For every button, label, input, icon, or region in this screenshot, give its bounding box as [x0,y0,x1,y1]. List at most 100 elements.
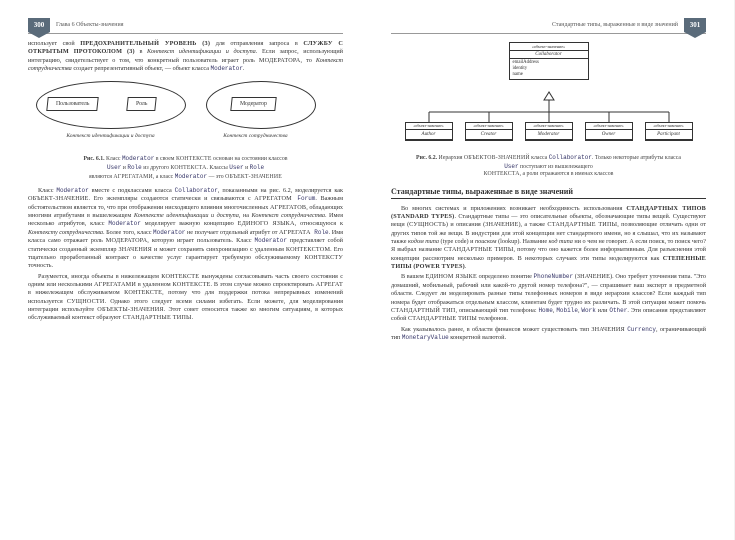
t: Иерархия [437,155,464,161]
left-para1: использует свой ПРЕДОХРАНИТЕЛЬНЫЙ УРОВЕН… [28,40,343,73]
t: Other [609,307,627,314]
t: «объект-значение» [466,123,512,130]
t: ЗНАЧЕНИЯ [118,246,152,253]
t: точность. [28,262,53,269]
t: МОДЕРАТОРА [259,57,301,64]
t: Currency [627,326,656,333]
t: ПРЕДОХРАНИТЕЛЬНЫЙ УРОВЕНЬ (3) [80,40,210,47]
t: «объект-значение» [406,123,452,130]
t: в нижележащем обслуживаемом [28,289,124,296]
right-para1: Во многих системах и приложениях возника… [391,205,706,272]
section-title: Стандартные типы, выраженные в виде знач… [391,187,706,199]
t: Рис. 6.2. [416,155,437,161]
t: , которую играет пользователь. Класс [147,237,254,244]
t: АГРЕГАТА [279,229,311,236]
t: ) и описания ( [446,221,485,228]
t: не получает отдельный атрибут от [185,229,279,236]
t: СТАНДАРТНЫЕ ТИПЫ [408,315,477,322]
t: КОНТЕКСТЕ [124,289,162,296]
t: основан на состоянии классов [212,156,288,162]
t: Рис. 6.1. [84,156,105,162]
t: Moderator [122,155,154,162]
fig61-box-role: Роль [126,97,157,111]
t: В вашем [401,273,425,280]
t: Пользователь [56,101,89,107]
t: СТАНДАРТНЫЙ ТИП [391,307,455,314]
right-page: 301 Стандартные типы, выраженные в виде … [367,0,734,540]
t: КОНТЕКСТОМ [286,246,330,253]
t: АГРЕГАТАМИ [94,281,136,288]
t: «объект-значение» [646,123,692,130]
t: (lookup). Название [497,238,549,245]
t: КОНТЕКСТЕ [176,156,212,162]
t: ЕДИНОГО ЯЗЫКА [238,220,295,227]
t: Контекст сотрудничества [252,212,325,219]
t: КОНТЕКСТА [484,171,520,177]
left-header-text: Глава 6 Объекты-значения [50,22,129,28]
t: телефонов. [477,315,508,322]
t: Role [311,229,329,236]
t: Во многих системах и приложениях возника… [401,205,626,212]
t: или [596,307,610,314]
t: ), а также [518,221,547,228]
t: . [465,263,467,270]
t: User [107,164,121,171]
t: АГРЕГАТ [316,281,343,288]
fig62-caption: Рис. 6.2. Иерархия ОБЪЕКТОВ-ЗНАЧЕНИЙ кла… [391,154,706,179]
fig62-attrs: emailAddress identity name [510,59,588,79]
left-header: 300 Глава 6 Объекты-значения [28,18,343,34]
t: name [513,72,585,78]
t: КОНТЕКСТА [170,165,206,171]
t: Moderator [108,220,140,227]
fig62-child-3: «объект-значение» Owner [585,122,633,141]
page-num-left: 300 [28,18,50,32]
page-spread: 300 Глава 6 Объекты-значения использует … [0,0,735,540]
t: Work [581,307,595,314]
t: моделирует важную концепцию [141,220,238,227]
t: MonetaryValue [402,334,449,341]
t: СТАНДАРТНЫЕ ТИПЫ [444,246,514,253]
t: для отправления запроса в [210,40,303,47]
right-header-text: Стандартные типы, выраженные в виде знач… [546,22,684,28]
t: создает репрезентативный объект, — объек… [72,65,211,72]
t: СТАНДАРТНЫЕ ТИПЫ [547,221,617,228]
fig62-child-4: «объект-значение» Participant [645,122,693,141]
left-para2: Класс Moderator вместе с подклассами кла… [28,187,343,271]
t: Forum [292,195,316,202]
t: в своем [154,156,176,162]
t: User [504,163,518,170]
t: ОБЪЕКТ-ЗНАЧЕНИЕ [225,174,282,180]
t: ЗНАЧЕНИЕ [577,273,610,280]
t: класса [530,155,549,161]
t: , на [239,212,252,219]
t: Moderator [255,237,287,244]
t: являются [89,174,113,180]
t: определено понятие [477,273,534,280]
t: , а роли отражаются в именах классов [520,171,614,177]
t: . В этом случае можно спроектировать [210,281,315,288]
t: МОДЕРАТОРА [106,237,148,244]
t: кодом типа [408,238,439,245]
t: Role [127,164,141,171]
t: (type code) и [439,238,475,245]
fig61-box-moderator: Модератор [230,97,276,111]
t: ЕДИНОМ ЯЗЫКЕ [425,273,477,280]
t: Класс [105,156,122,162]
t: использует свой [28,40,80,47]
t: Author [406,130,452,140]
t: , то [300,57,315,64]
page-num-right: 301 [684,18,706,32]
t: из другого [142,165,171,171]
t: Collaborator [175,187,218,194]
t: КОНТЕКСТЕ [161,273,199,280]
t: , показанными на рис. 6.2, моделируется … [218,187,343,194]
t: «объект-значение» [526,123,572,130]
t: конкретной валютой. [449,334,506,341]
figure-6-1: Пользователь Роль Модератор Контекст иде… [36,81,336,151]
fig61-caption: Рис. 6.1. Класс Moderator в своем КОНТЕК… [28,155,343,181]
t: ЗНАЧЕНИЯ [591,326,625,333]
t: Moderator [153,229,185,236]
t: Owner [586,130,632,140]
t: , относящуюся к [295,220,343,227]
t: Moderator [526,130,572,140]
